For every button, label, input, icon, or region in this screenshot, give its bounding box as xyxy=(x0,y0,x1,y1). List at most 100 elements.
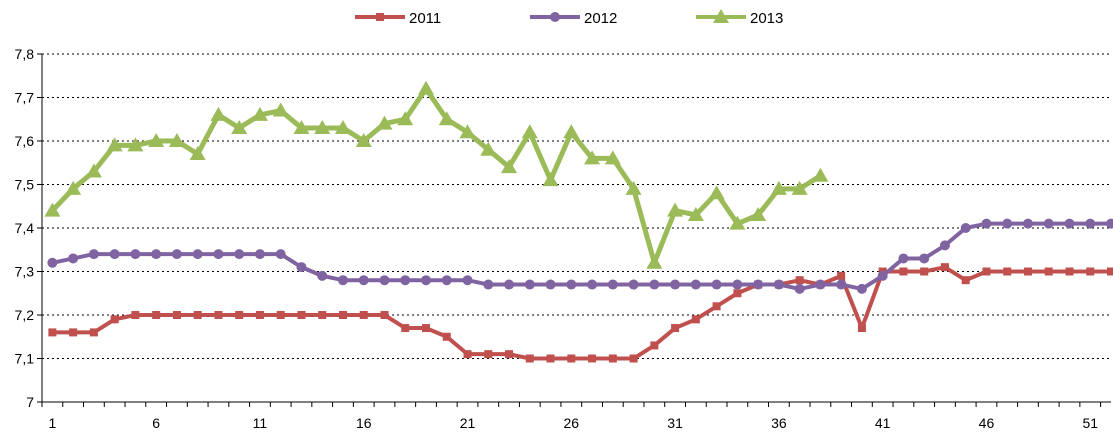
data-point xyxy=(750,206,767,221)
data-point xyxy=(920,267,929,276)
gridlines xyxy=(42,53,1111,359)
data-point xyxy=(85,163,102,178)
data-point xyxy=(397,111,414,126)
legend-label: 2011 xyxy=(409,10,441,27)
data-point xyxy=(192,249,203,260)
data-point xyxy=(671,324,680,333)
y-tick-label: 7,8 xyxy=(15,46,35,62)
legend: 2011 2012 2013 xyxy=(355,9,783,27)
data-point xyxy=(151,249,162,260)
data-point xyxy=(210,106,227,121)
data-point xyxy=(1106,218,1113,229)
data-point xyxy=(1065,267,1074,276)
data-point xyxy=(172,311,181,319)
data-point xyxy=(670,279,681,290)
data-point xyxy=(877,270,888,281)
data-point xyxy=(521,124,538,139)
data-point xyxy=(358,275,369,286)
data-point xyxy=(1107,267,1113,276)
data-point xyxy=(317,270,328,281)
data-point xyxy=(422,324,431,333)
data-point xyxy=(545,279,556,290)
data-point xyxy=(214,311,223,319)
data-point xyxy=(254,249,265,260)
data-point xyxy=(753,279,764,290)
x-tick-label: 21 xyxy=(460,415,476,431)
data-point xyxy=(815,279,826,290)
x-tick-label: 51 xyxy=(1082,415,1098,431)
data-point xyxy=(501,159,518,174)
legend-label: 2013 xyxy=(750,10,783,27)
data-point xyxy=(314,119,331,134)
data-point xyxy=(213,249,224,260)
series-line xyxy=(52,265,1111,361)
data-point xyxy=(729,215,746,230)
data-point xyxy=(940,263,949,272)
data-point xyxy=(376,115,393,130)
data-point xyxy=(231,119,248,134)
series-2011 xyxy=(48,263,1113,363)
data-point xyxy=(604,150,621,165)
data-point xyxy=(625,180,642,195)
data-point xyxy=(110,315,119,324)
legend-label: 2012 xyxy=(584,10,617,27)
data-point xyxy=(171,249,182,260)
data-point xyxy=(380,311,389,319)
data-point xyxy=(459,124,476,139)
data-point xyxy=(483,279,494,290)
data-point xyxy=(1064,218,1075,229)
legend-item-2013: 2013 xyxy=(696,9,783,27)
data-point xyxy=(275,249,286,260)
y-tick-label: 7 xyxy=(26,394,34,410)
data-point xyxy=(296,262,307,273)
data-point xyxy=(607,279,618,290)
data-point xyxy=(567,354,576,363)
x-tick-label: 46 xyxy=(979,415,995,431)
legend-item-2012: 2012 xyxy=(530,10,617,27)
data-point xyxy=(691,315,700,324)
data-point xyxy=(794,283,805,294)
data-point xyxy=(418,80,435,95)
data-point xyxy=(812,167,829,182)
data-point xyxy=(293,119,310,134)
data-point xyxy=(235,311,244,319)
data-point xyxy=(546,354,555,363)
data-point xyxy=(255,311,264,319)
x-tick-label: 16 xyxy=(356,415,372,431)
x-tick-label: 26 xyxy=(564,415,580,431)
data-point xyxy=(628,279,639,290)
data-point xyxy=(566,279,577,290)
data-point xyxy=(1085,218,1096,229)
series-2013 xyxy=(44,80,829,269)
data-point xyxy=(47,257,58,268)
data-point xyxy=(438,111,455,126)
data-point xyxy=(504,279,515,290)
legend-marker xyxy=(550,12,560,22)
data-point xyxy=(109,249,120,260)
data-point xyxy=(127,137,144,152)
data-point xyxy=(68,253,79,264)
data-point xyxy=(856,283,867,294)
data-point xyxy=(106,137,123,152)
data-point xyxy=(898,253,909,264)
y-tick-label: 7,2 xyxy=(15,307,35,323)
series-line xyxy=(50,86,822,266)
data-point xyxy=(152,311,161,319)
y-tick-label: 7,1 xyxy=(15,351,35,367)
data-point xyxy=(650,341,659,350)
x-tick-label: 31 xyxy=(667,415,683,431)
data-point xyxy=(584,150,601,165)
data-point xyxy=(899,267,908,276)
data-point xyxy=(919,253,930,264)
data-point xyxy=(297,311,306,319)
y-tick-label: 7,5 xyxy=(15,177,35,193)
data-point xyxy=(795,276,804,285)
x-tick-label: 41 xyxy=(875,415,891,431)
data-point xyxy=(563,124,580,139)
legend-marker xyxy=(376,13,384,21)
data-point xyxy=(961,276,970,285)
series-2012 xyxy=(47,218,1113,294)
data-point xyxy=(318,311,327,319)
data-point xyxy=(193,311,202,319)
